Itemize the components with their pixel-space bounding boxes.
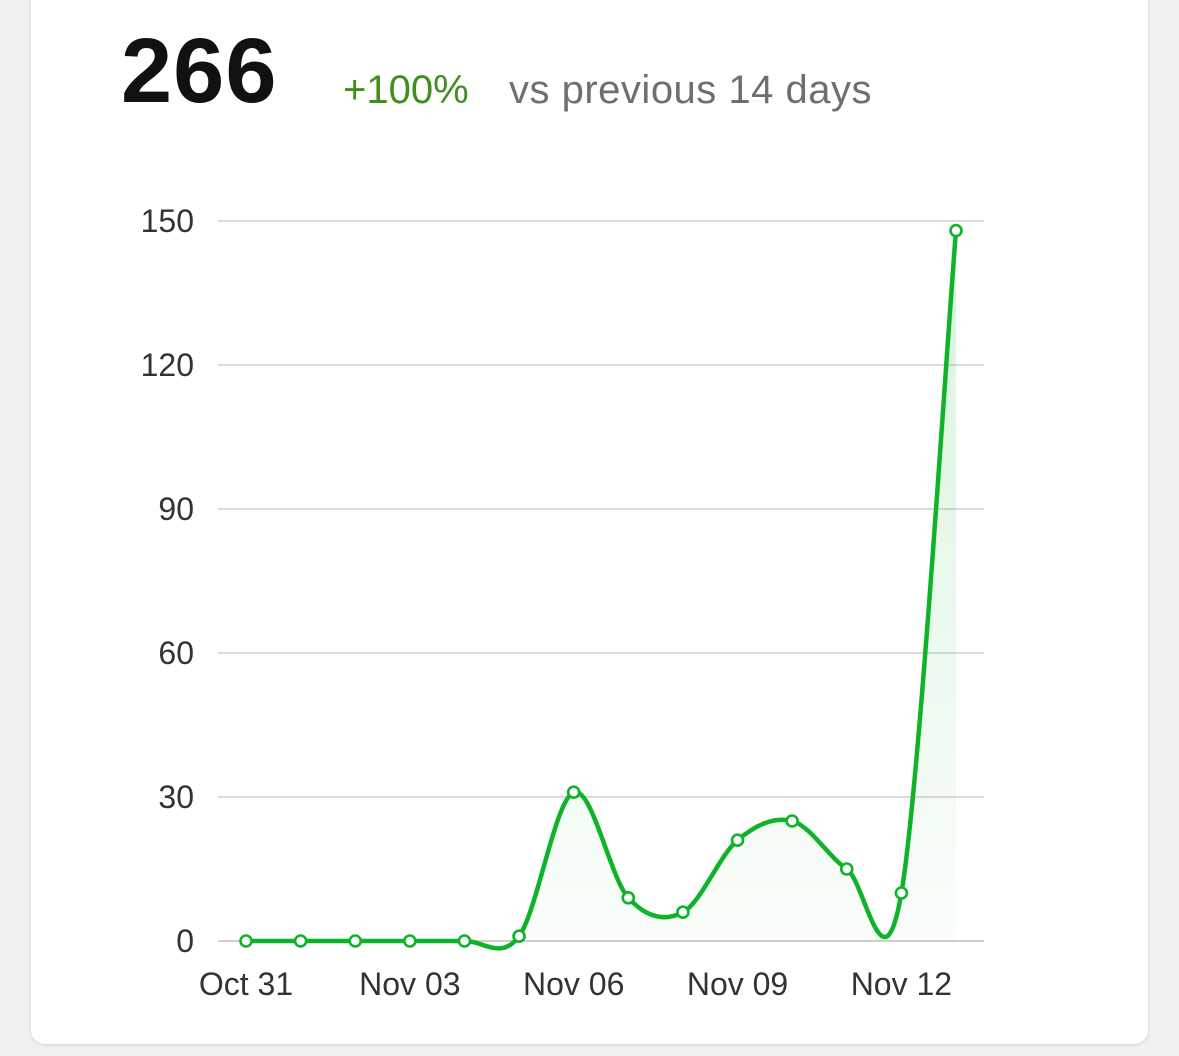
data-points (239, 223, 963, 948)
change-percent: +100% (343, 68, 469, 112)
data-point-nov-03[interactable] (403, 934, 417, 948)
y-tick-label: 30 (158, 779, 194, 815)
x-tick-label: Nov 06 (523, 966, 624, 1002)
x-tick-label: Oct 31 (199, 966, 293, 1002)
data-point-nov-09[interactable] (730, 833, 745, 848)
y-tick-label: 90 (158, 491, 194, 527)
x-axis-labels: Oct 31 Nov 03 Nov 06 Nov 09 Nov 12 (199, 966, 952, 1002)
y-tick-label: 150 (141, 203, 194, 239)
data-point-nov-02[interactable] (348, 934, 363, 948)
y-tick-label: 60 (158, 635, 194, 671)
data-point-nov-08[interactable] (676, 905, 690, 920)
data-point-nov-11[interactable] (839, 862, 854, 876)
data-point-nov-10[interactable] (785, 814, 799, 828)
data-point-nov-13[interactable] (949, 223, 963, 238)
data-point-nov-01[interactable] (293, 934, 308, 948)
data-point-nov-07[interactable] (621, 890, 636, 905)
y-tick-label: 0 (176, 923, 194, 959)
data-point-nov-04[interactable] (457, 934, 472, 948)
data-point-nov-12[interactable] (894, 886, 909, 900)
y-axis-labels: 0 30 60 90 120 150 (141, 203, 194, 959)
total-count: 266 (121, 20, 278, 122)
data-point-nov-05[interactable] (512, 929, 526, 944)
x-tick-label: Nov 03 (359, 966, 460, 1002)
comparison-text: vs previous 14 days (509, 68, 873, 112)
y-tick-label: 120 (141, 347, 194, 383)
data-point-oct-31[interactable] (239, 934, 253, 948)
x-tick-label: Nov 12 (851, 966, 952, 1002)
data-point-nov-06[interactable] (566, 785, 581, 800)
series-line (243, 228, 959, 951)
x-tick-label: Nov 09 (687, 966, 788, 1002)
